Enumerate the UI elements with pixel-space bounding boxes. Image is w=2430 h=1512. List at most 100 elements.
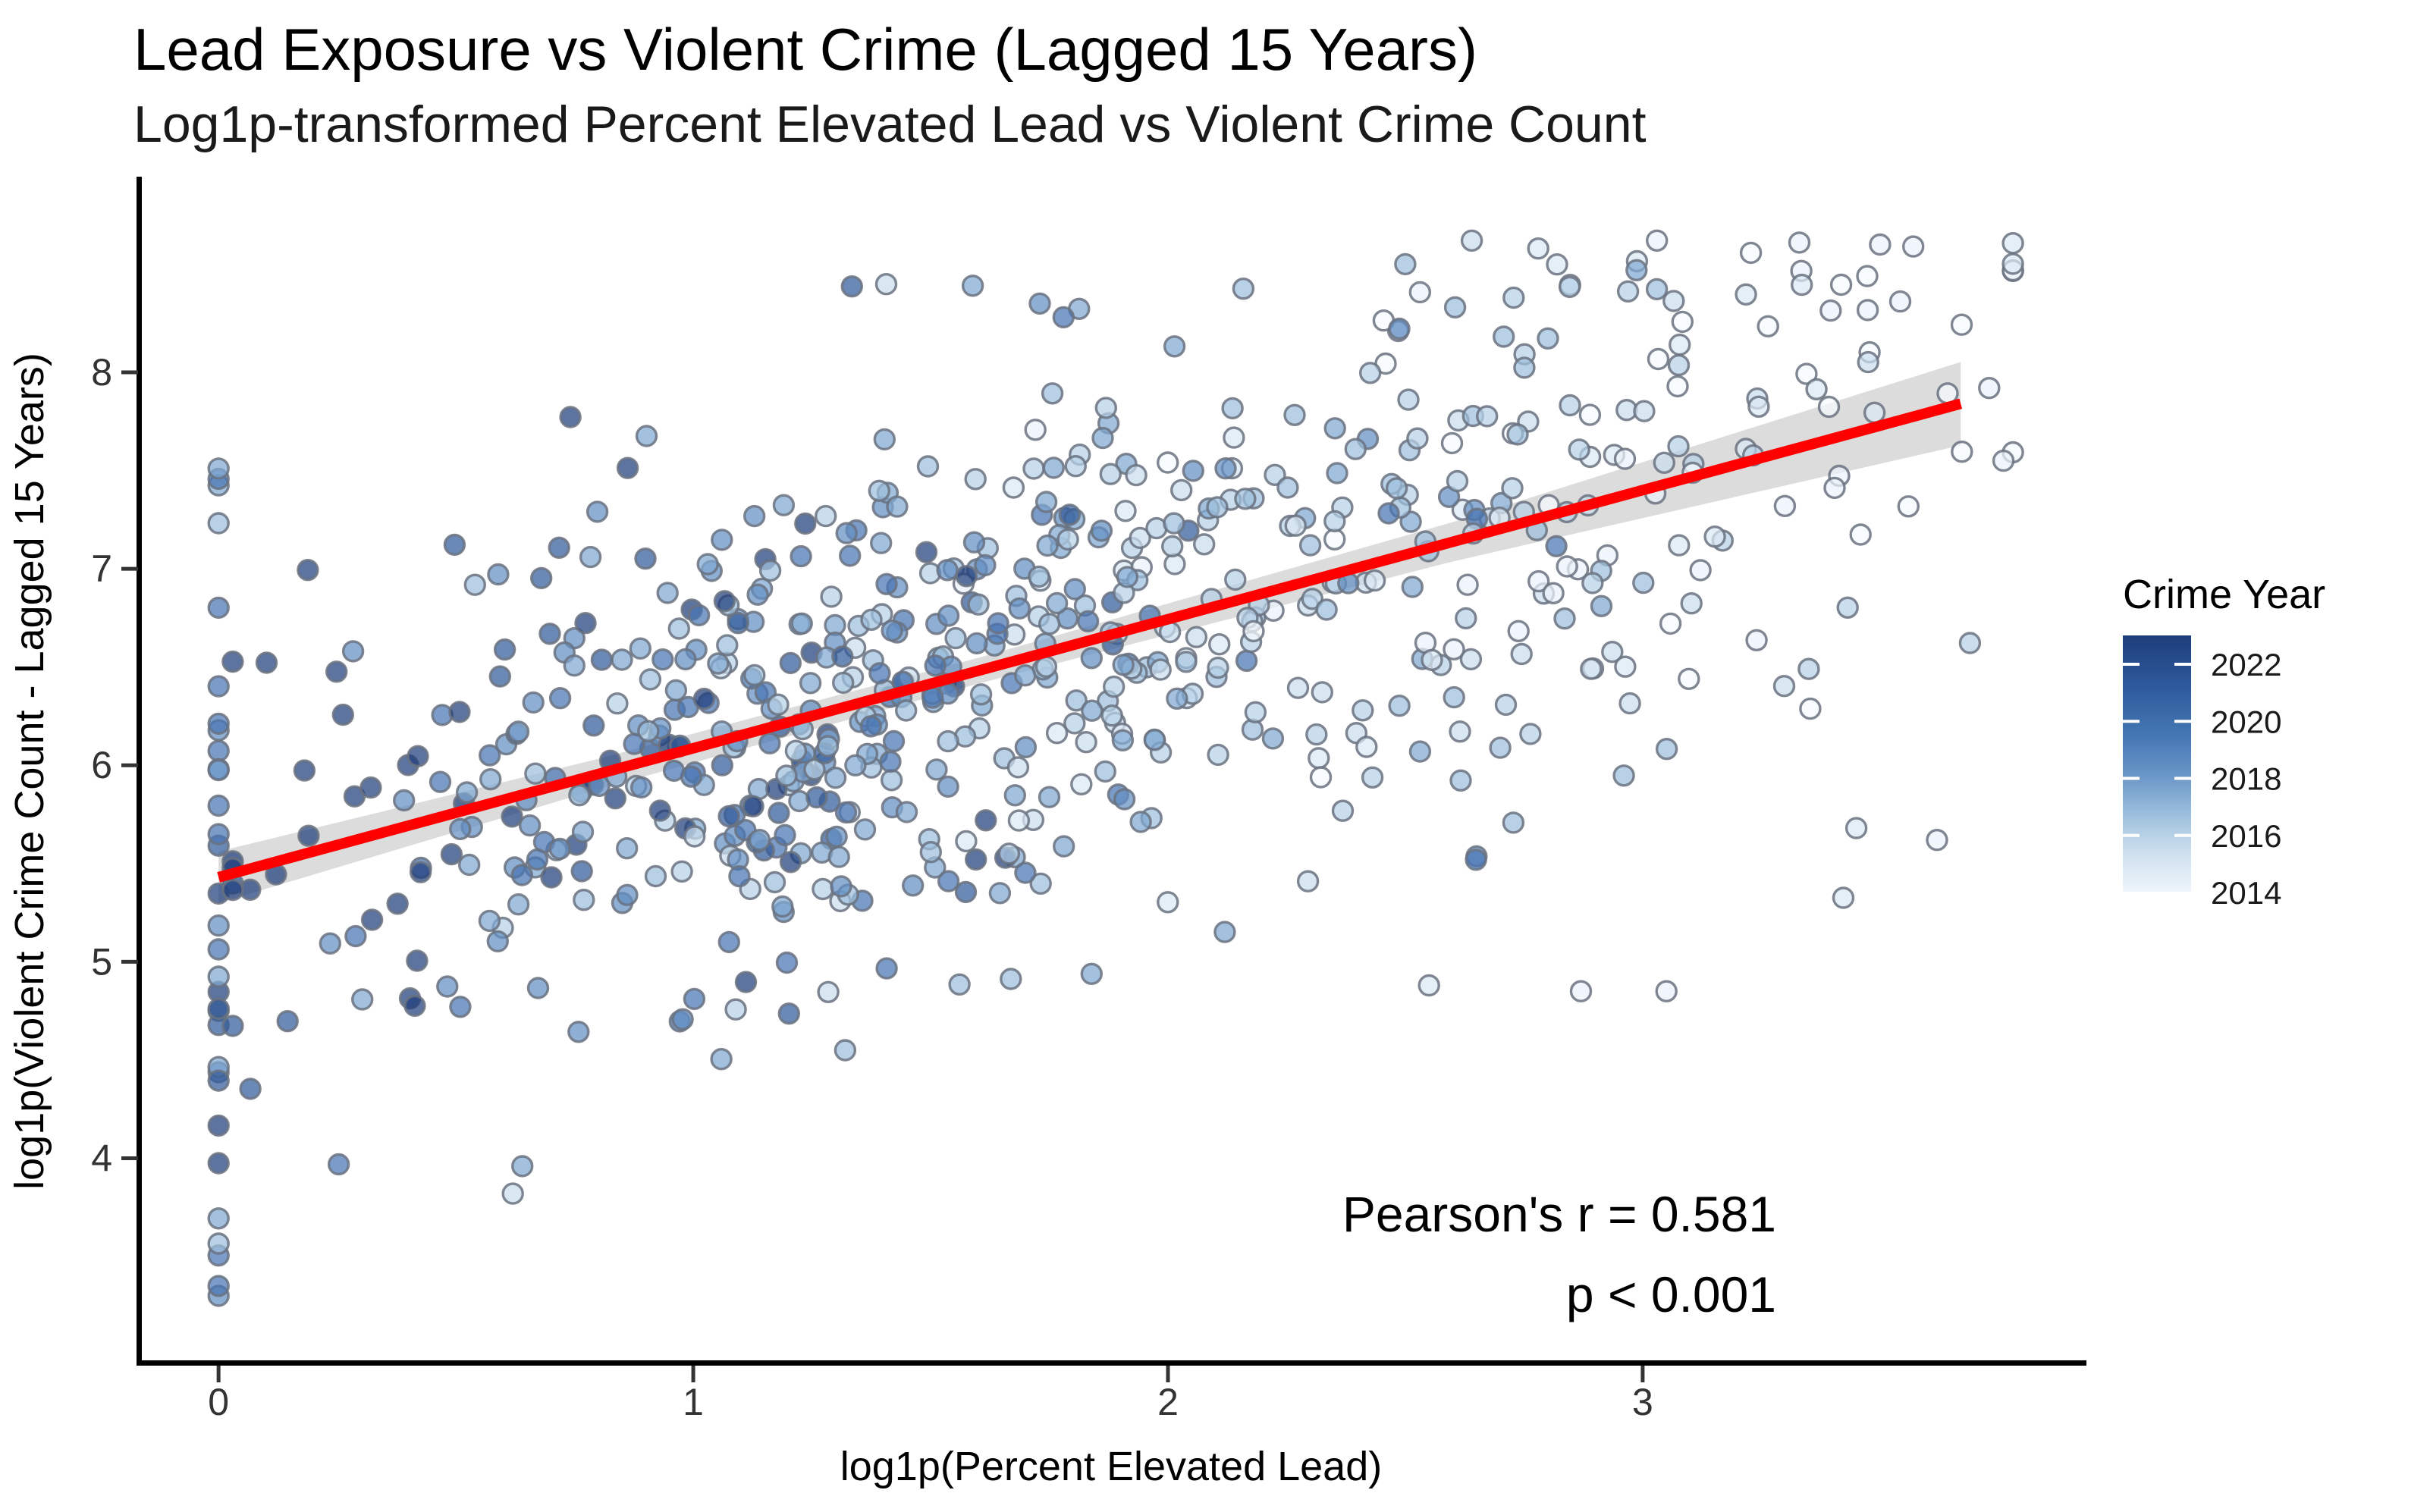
data-point (507, 892, 530, 916)
data-point (548, 536, 570, 559)
data-point (548, 837, 571, 861)
data-point (1284, 514, 1308, 537)
data-point (868, 479, 891, 502)
data-point (1581, 572, 1604, 594)
data-point (1408, 281, 1432, 304)
y-tick-label: 4 (91, 1137, 112, 1179)
data-point (207, 457, 230, 480)
data-point (799, 672, 822, 695)
data-point (1014, 664, 1037, 687)
data-point (868, 662, 891, 685)
data-point (341, 640, 365, 663)
data-point (573, 888, 595, 911)
data-point (1537, 327, 1559, 350)
data-point (901, 874, 925, 897)
data-point (1829, 273, 1853, 296)
data-point (874, 273, 898, 296)
y-tick-label: 5 (91, 940, 112, 983)
data-point (360, 908, 384, 931)
data-point (777, 1002, 801, 1025)
data-point (1494, 693, 1518, 717)
data-point (207, 758, 230, 782)
data-point (616, 836, 639, 860)
data-point (207, 1207, 230, 1230)
data-point (1401, 576, 1424, 598)
data-point (403, 994, 426, 1018)
data-point (221, 1015, 244, 1037)
data-point (344, 924, 367, 948)
data-point (579, 545, 602, 569)
data-point (794, 512, 817, 535)
data-point (1052, 835, 1075, 858)
data-point (937, 775, 959, 798)
data-point (1394, 253, 1417, 276)
data-point (758, 559, 782, 582)
data-point (1075, 731, 1097, 754)
data-point (1022, 457, 1045, 480)
data-point (772, 494, 796, 516)
data-point (1029, 872, 1052, 896)
data-point (1056, 528, 1079, 551)
data-point (937, 870, 960, 892)
data-point (526, 848, 549, 871)
data-point (501, 1182, 524, 1205)
data-point (1502, 286, 1525, 309)
data-point (886, 495, 909, 518)
data-point (386, 892, 409, 915)
legend-tick-label: 2018 (2211, 761, 2281, 797)
data-point (1647, 347, 1670, 371)
data-point (1510, 642, 1533, 666)
data-point (961, 274, 984, 297)
data-point (1129, 526, 1151, 550)
data-point (1569, 980, 1593, 1002)
data-point (1689, 559, 1712, 582)
data-point (1633, 400, 1656, 422)
data-point (1358, 362, 1382, 384)
data-point (936, 559, 959, 582)
data-point (1038, 786, 1061, 808)
data-point (1513, 356, 1536, 379)
data-point (1363, 569, 1386, 592)
data-point (478, 909, 501, 933)
data-point (853, 818, 877, 841)
data-point (667, 617, 690, 640)
data-point (1116, 566, 1139, 588)
data-point (683, 987, 706, 1011)
data-point (1034, 655, 1058, 678)
data-point (1519, 723, 1542, 745)
data-point (1311, 681, 1334, 704)
data-point (1590, 594, 1613, 617)
data-point (524, 762, 547, 785)
data-point (1618, 692, 1641, 715)
data-point (790, 612, 813, 635)
data-point (635, 425, 658, 447)
data-point (1305, 723, 1328, 746)
data-point (1772, 675, 1796, 698)
data-point (1207, 633, 1231, 656)
data-point (1612, 764, 1635, 787)
data-point (1739, 241, 1763, 265)
data-point (1443, 685, 1465, 709)
data-point (479, 744, 501, 767)
data-point (1449, 720, 1471, 743)
data-point (1052, 306, 1075, 329)
data-point (1443, 638, 1465, 660)
data-point (644, 864, 667, 888)
data-point (1951, 441, 1973, 463)
legend-gradient-bar (2123, 635, 2191, 892)
data-point (1645, 229, 1669, 252)
data-point (1063, 712, 1086, 735)
data-point (623, 732, 645, 755)
data-point (1276, 476, 1299, 499)
data-point (1090, 519, 1113, 542)
data-point (1045, 591, 1069, 615)
data-point (987, 612, 1009, 635)
data-point (1024, 419, 1047, 441)
data-point (825, 825, 848, 849)
data-point (440, 842, 463, 866)
y-axis-ticks: 8 7 6 5 4 (91, 351, 138, 1179)
data-point (656, 582, 679, 604)
legend-tick-label: 2020 (2211, 704, 2281, 739)
data-point (590, 648, 614, 671)
pearson-r-text: Pearson's r = 0.581 (1342, 1186, 1776, 1242)
